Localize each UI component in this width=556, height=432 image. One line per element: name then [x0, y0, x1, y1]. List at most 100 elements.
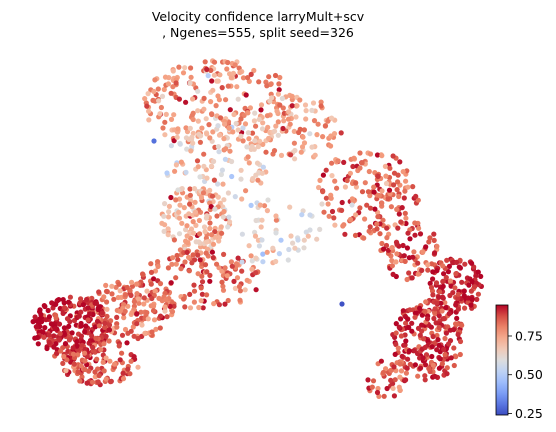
scatter-point	[365, 377, 371, 383]
scatter-point	[42, 325, 48, 331]
scatter-point	[422, 344, 428, 350]
scatter-point	[264, 83, 270, 89]
scatter-point	[256, 79, 262, 85]
scatter-point	[249, 130, 256, 136]
scatter-point	[103, 333, 109, 339]
scatter-point	[240, 75, 247, 81]
scatter-point	[353, 184, 359, 190]
scatter-point	[169, 309, 176, 315]
scatter-point	[204, 246, 211, 252]
scatter-point	[188, 65, 194, 71]
scatter-point	[208, 232, 215, 238]
scatter-point	[214, 78, 220, 84]
scatter-point	[317, 226, 323, 232]
scatter-point	[396, 324, 402, 330]
scatter-point	[92, 369, 98, 375]
scatter-point	[173, 80, 179, 86]
scatter-point	[204, 292, 210, 298]
scatter-point	[468, 302, 474, 308]
scatter-point	[210, 129, 216, 135]
scatter-point	[389, 263, 395, 269]
scatter-point	[238, 116, 244, 122]
scatter-point	[273, 217, 279, 223]
scatter-point	[423, 244, 429, 250]
scatter-point	[235, 127, 241, 133]
scatter-point	[451, 345, 457, 351]
scatter-point	[142, 330, 148, 336]
scatter-point	[390, 153, 396, 159]
scatter-point	[438, 300, 444, 306]
scatter-point	[208, 163, 215, 169]
scatter-point	[453, 321, 459, 327]
scatter-point	[151, 88, 157, 95]
scatter-point	[184, 223, 190, 229]
scatter-point	[349, 202, 355, 208]
colorbar-tick-label: 0.75	[515, 328, 543, 343]
scatter-point	[95, 306, 101, 313]
scatter-point	[109, 283, 115, 289]
scatter-point	[209, 249, 215, 255]
scatter-point	[398, 316, 404, 322]
scatter-point	[224, 66, 230, 72]
scatter-point	[329, 208, 336, 215]
scatter-point	[120, 376, 127, 382]
scatter-point	[184, 233, 190, 239]
scatter-point	[445, 269, 451, 275]
scatter-point	[227, 71, 233, 77]
scatter-point	[420, 355, 426, 361]
scatter-point	[362, 180, 368, 186]
scatter-point	[109, 291, 115, 297]
scatter-point	[383, 366, 389, 372]
scatter-point	[379, 153, 385, 159]
scatter-point	[417, 305, 423, 311]
scatter-point	[190, 219, 196, 225]
scatter-point	[151, 317, 158, 323]
scatter-point	[453, 302, 459, 308]
scatter-point	[328, 133, 334, 139]
scatter-point	[163, 297, 169, 303]
scatter-point	[157, 111, 163, 117]
scatter-point	[272, 72, 279, 79]
scatter-point	[444, 371, 450, 377]
scatter-point	[119, 332, 126, 338]
scatter-point	[33, 324, 39, 330]
scatter-point	[353, 180, 359, 186]
scatter-point	[141, 295, 147, 301]
scatter-point	[399, 205, 405, 211]
scatter-point	[242, 121, 249, 127]
scatter-point	[174, 134, 180, 140]
scatter-point	[152, 288, 158, 294]
scatter-point	[169, 261, 175, 267]
scatter-point	[392, 377, 398, 383]
scatter-point	[253, 287, 259, 293]
scatter-point	[195, 108, 201, 114]
scatter-point	[328, 143, 334, 149]
scatter-point	[243, 92, 249, 98]
scatter-point	[367, 193, 373, 199]
scatter-point	[238, 167, 244, 173]
scatter-point	[210, 241, 217, 247]
colorbar: 0.25 0.50 0.75	[495, 304, 543, 421]
scatter-point	[366, 168, 372, 175]
scatter-point	[136, 300, 142, 306]
scatter-point	[216, 97, 222, 103]
scatter-point	[406, 324, 412, 331]
scatter-point	[144, 288, 150, 294]
scatter-point	[70, 345, 76, 351]
scatter-point	[164, 170, 170, 176]
scatter-point	[184, 249, 190, 255]
scatter-point	[195, 118, 201, 124]
scatter-point	[417, 332, 423, 338]
scatter-point	[30, 319, 36, 325]
scatter-point	[403, 338, 409, 344]
scatter-point	[260, 251, 266, 257]
scatter-point	[90, 379, 96, 385]
scatter-point	[452, 285, 458, 291]
scatter-point	[298, 149, 304, 155]
scatter-point	[259, 217, 265, 223]
scatter-point	[65, 299, 72, 305]
scatter-point	[465, 295, 471, 301]
scatter-point	[427, 280, 433, 286]
scatter-point	[450, 260, 456, 266]
scatter-point	[393, 259, 399, 265]
